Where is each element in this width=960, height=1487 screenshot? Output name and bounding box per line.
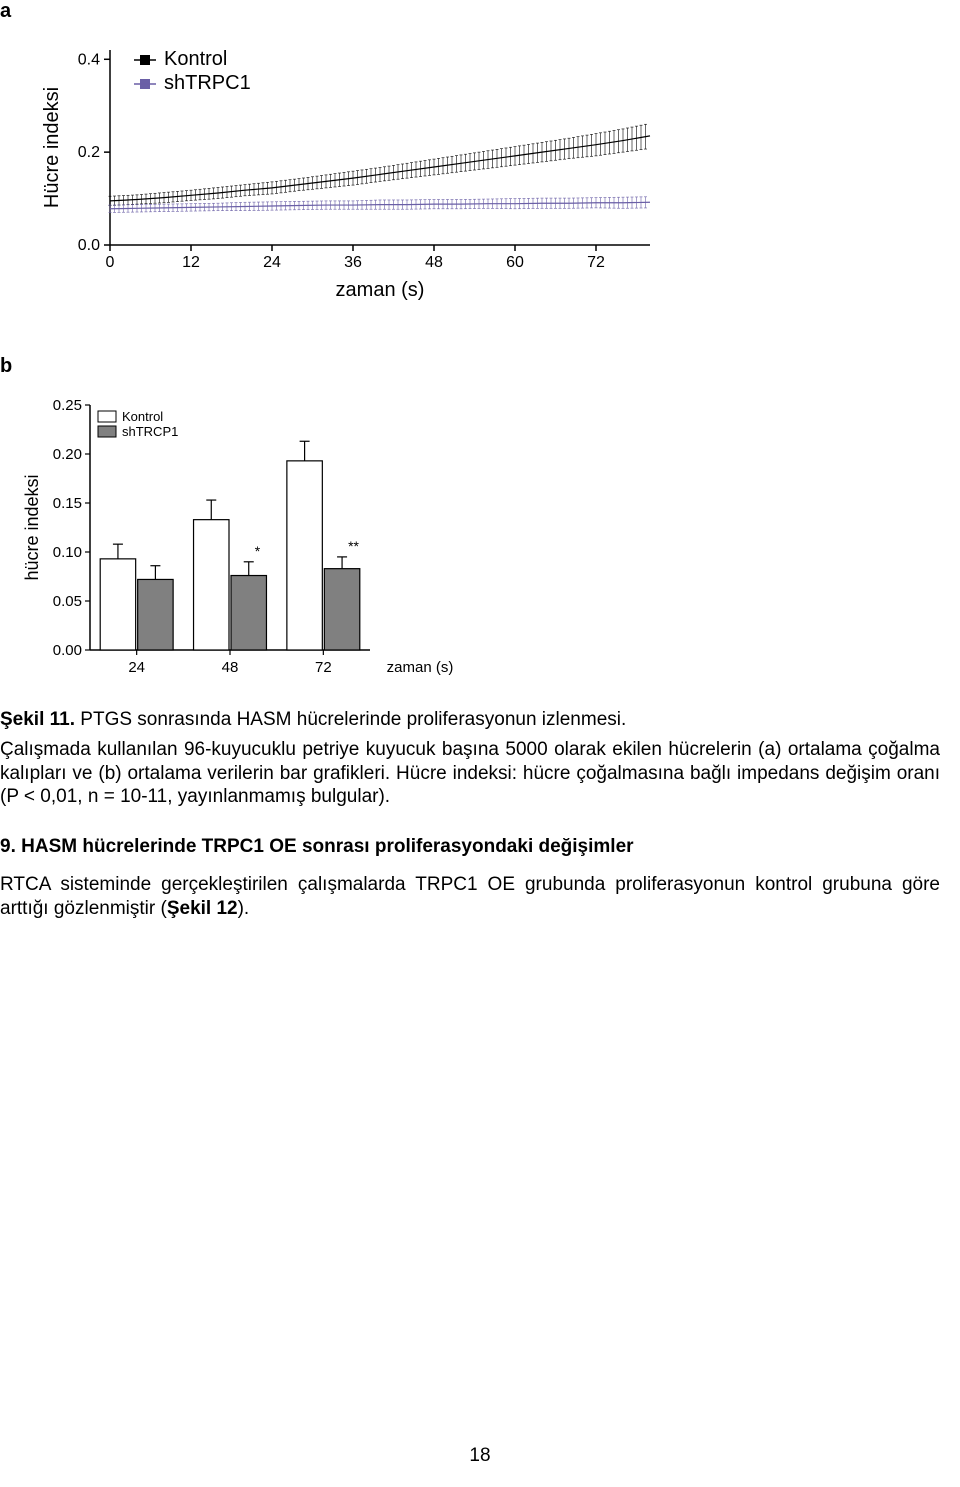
svg-text:0.15: 0.15 xyxy=(53,495,82,512)
svg-text:zaman (s): zaman (s) xyxy=(336,279,425,300)
panel-label-a: a xyxy=(0,0,11,23)
svg-text:0.2: 0.2 xyxy=(78,144,100,161)
section-body-after: ). xyxy=(238,898,250,919)
svg-text:12: 12 xyxy=(182,254,200,271)
svg-text:0.10: 0.10 xyxy=(53,544,82,561)
svg-text:0.4: 0.4 xyxy=(78,51,100,68)
page-number: 18 xyxy=(0,1445,960,1467)
svg-text:shTRPC1: shTRPC1 xyxy=(164,72,251,94)
section-body-before: RTCA sisteminde gerçekleştirilen çalışma… xyxy=(0,874,940,919)
section-ref: Şekil 12 xyxy=(167,898,238,919)
svg-text:Kontrol: Kontrol xyxy=(122,409,163,424)
svg-text:*: * xyxy=(255,543,261,559)
svg-text:24: 24 xyxy=(263,254,281,271)
section-title: HASM hücrelerinde TRPC1 OE sonrası proli… xyxy=(21,836,633,857)
svg-text:72: 72 xyxy=(587,254,605,271)
svg-text:**: ** xyxy=(348,538,359,554)
svg-text:0.25: 0.25 xyxy=(53,397,82,414)
svg-text:0.05: 0.05 xyxy=(53,593,82,610)
svg-text:0.00: 0.00 xyxy=(53,642,82,659)
line-chart-svg: 0.0 0.2 0.4 0 12 24 36 48 60 72 Hücre indeksi zaman… xyxy=(40,40,660,300)
svg-text:0: 0 xyxy=(106,254,115,271)
svg-text:0.20: 0.20 xyxy=(53,446,82,463)
svg-text:hücre indeksi: hücre indeksi xyxy=(22,474,42,580)
caption-title: Şekil 11. xyxy=(0,709,75,730)
section-block: 9. HASM hücrelerinde TRPC1 OE sonrası pr… xyxy=(0,835,960,926)
svg-text:60: 60 xyxy=(506,254,524,271)
svg-text:shTRCP1: shTRCP1 xyxy=(122,424,178,439)
bar-chart: 0.00 0.05 0.10 0.15 0.20 0.25 hücre indeksi 24 *… xyxy=(20,395,480,695)
svg-text:Hücre indeksi: Hücre indeksi xyxy=(41,87,63,208)
section-number: 9. xyxy=(0,836,16,857)
bar-chart-svg: 0.00 0.05 0.10 0.15 0.20 0.25 hücre indeksi 24 *… xyxy=(20,395,480,695)
figure-caption: Şekil 11. PTGS sonrasında HASM hücreleri… xyxy=(0,708,960,815)
caption-title-rest: PTGS sonrasında HASM hücrelerinde prolif… xyxy=(75,709,626,730)
svg-text:24: 24 xyxy=(128,659,145,676)
svg-text:Kontrol: Kontrol xyxy=(164,48,227,70)
panel-label-b: b xyxy=(0,355,12,378)
svg-text:zaman (s): zaman (s) xyxy=(387,659,454,676)
svg-text:48: 48 xyxy=(425,254,443,271)
svg-text:36: 36 xyxy=(344,254,362,271)
svg-text:0.0: 0.0 xyxy=(78,237,100,254)
caption-body: Çalışmada kullanılan 96-kuyucuklu petriy… xyxy=(0,738,940,809)
line-chart: 0.0 0.2 0.4 0 12 24 36 48 60 72 Hücre indeksi zaman… xyxy=(40,40,660,300)
svg-text:48: 48 xyxy=(222,659,239,676)
svg-text:72: 72 xyxy=(315,659,332,676)
page: a 0.0 0.2 0.4 0 12 24 36 48 60 72 Hücre indeksi zam… xyxy=(0,0,960,1487)
